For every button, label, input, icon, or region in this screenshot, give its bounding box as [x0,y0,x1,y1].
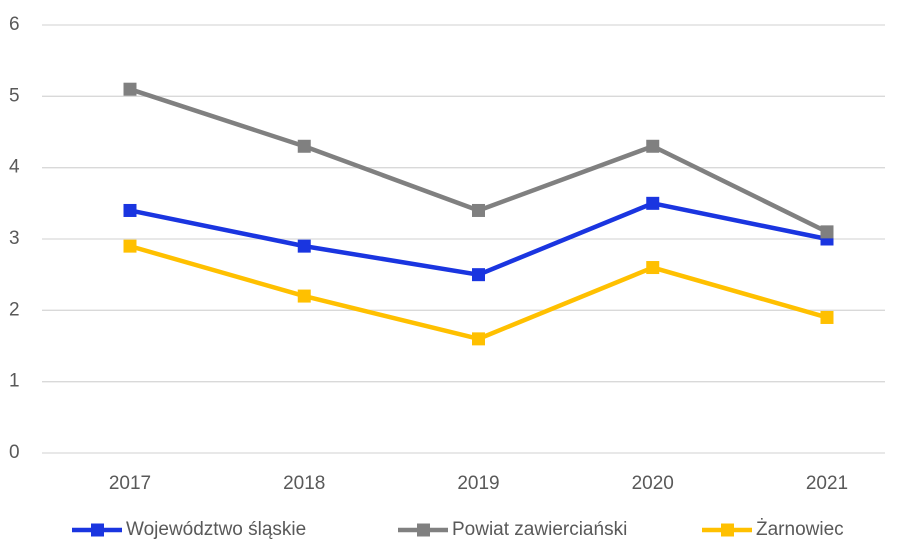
legend-marker [91,523,104,537]
marker [646,196,660,210]
legend-label: Województwo śląskie [126,519,306,540]
marker [123,82,137,96]
x-tick-label: 2020 [632,473,674,494]
x-tick-label: 2017 [109,473,151,494]
y-tick-label: 4 [9,157,20,178]
y-tick-label: 3 [9,228,20,249]
x-tick-label: 2019 [457,473,499,494]
y-tick-label: 6 [9,14,20,35]
legend-label: Powiat zawierciański [452,519,627,540]
x-tick-label: 2018 [283,473,325,494]
marker [820,310,834,324]
series-line [129,243,828,342]
marker [123,239,137,253]
marker [472,268,485,282]
y-tick-label: 2 [9,299,20,320]
marker [646,139,660,153]
marker [646,261,660,275]
x-tick-label: 2021 [806,473,848,494]
legend-marker [417,523,430,537]
marker [297,239,311,253]
marker [123,203,137,217]
marker [472,332,485,346]
legend-label: Żarnowiec [756,519,844,540]
legend-marker [721,523,734,537]
y-tick-label: 0 [9,442,20,463]
y-tick-label: 5 [9,85,20,106]
marker [297,139,311,153]
marker [472,203,485,217]
y-tick-label: 1 [9,371,20,392]
marker [820,225,834,239]
marker [297,289,311,303]
